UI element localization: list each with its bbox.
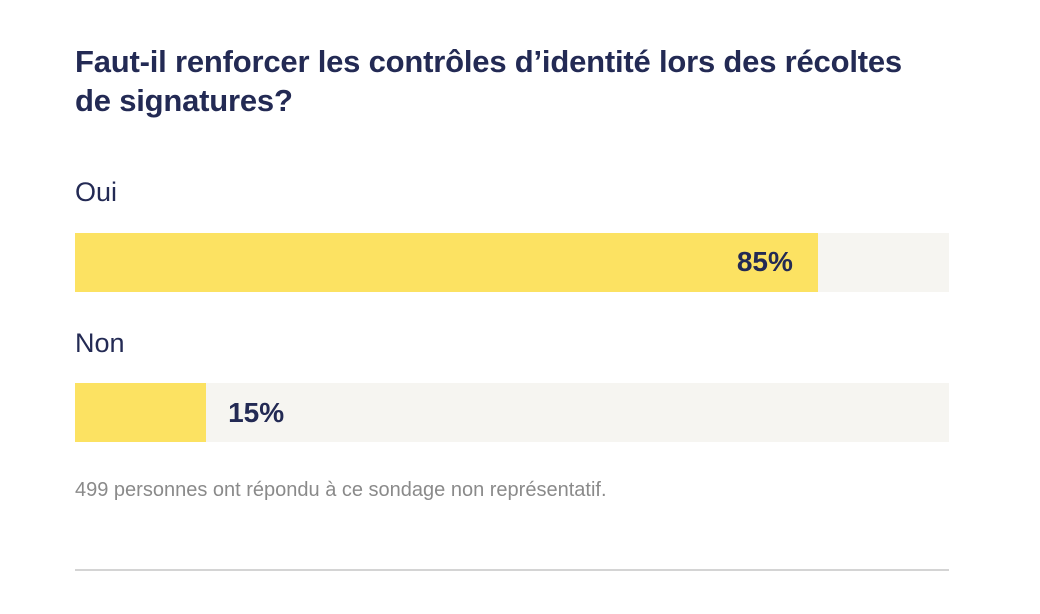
bar-category-label-oui: Oui [75,177,118,208]
bar-track-oui: 85% [75,232,949,292]
survey-sample-note: 499 personnes ont répondu à ce sondage n… [75,479,607,502]
bottom-divider [75,569,949,572]
bar-row-oui: Oui 85% [75,177,949,292]
poll-question-title: Faut-il renforcer les contrôles d’identi… [75,44,902,119]
bar-fill-oui: 85% [75,232,818,292]
bar-row-non: Non 15% [75,327,949,443]
bar-fill-non [75,383,207,443]
bar-track-non: 15% [75,383,949,443]
bar-category-label-non: Non [75,327,125,358]
bar-value-label-non: 15% [228,396,285,428]
bar-value-label-oui: 85% [736,246,793,278]
